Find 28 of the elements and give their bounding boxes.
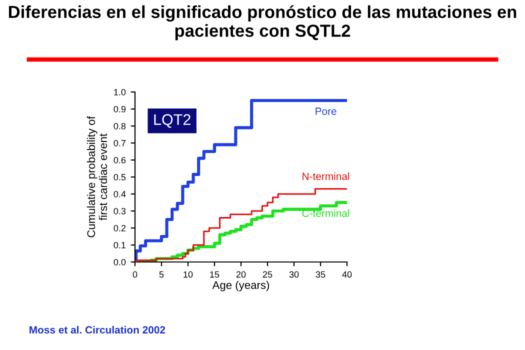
series-label: C-terminal xyxy=(302,209,350,217)
y-tick-label: 0.9 xyxy=(114,106,126,112)
x-tick-label: 25 xyxy=(262,271,272,278)
x-tick-label: 40 xyxy=(342,271,352,278)
y-tick-label: 0.4 xyxy=(114,190,126,198)
y-tick-label: 0.5 xyxy=(114,174,126,180)
y-tick-label: 0.1 xyxy=(114,242,126,248)
chart-title: Diferencias en el significado pronóstico de las mutaciones en pacientes con SQTL2 xyxy=(8,5,516,40)
annotation: LQT2 xyxy=(154,114,190,128)
x-tick-label: 30 xyxy=(289,271,299,278)
series-label: N-terminal xyxy=(302,172,350,180)
x-axis-title: Age (years) xyxy=(212,280,270,292)
y-tick-label: 0.3 xyxy=(114,208,126,214)
x-tick-label: 15 xyxy=(210,271,220,278)
x-tick-label: 10 xyxy=(184,271,193,278)
y-tick-label: 0.6 xyxy=(114,156,126,164)
x-tick-label: 35 xyxy=(316,271,326,278)
y-axis-title: Cumulative probability of first cardiac event xyxy=(86,116,108,238)
series-label: Pore xyxy=(316,108,336,115)
text: Moss et al. Circulation 2002 xyxy=(30,326,166,334)
y-tick-label: 0.0 xyxy=(114,258,126,266)
y-tick-label: 0.7 xyxy=(114,140,126,146)
x-tick-label: 20 xyxy=(236,271,246,278)
y-tick-label: 0.8 xyxy=(114,122,126,130)
x-tick-label: 5 xyxy=(159,271,164,278)
y-tick-label: 1.0 xyxy=(114,88,126,96)
y-tick-label: 0.2 xyxy=(114,224,126,232)
x-tick-label: 0 xyxy=(132,271,138,278)
